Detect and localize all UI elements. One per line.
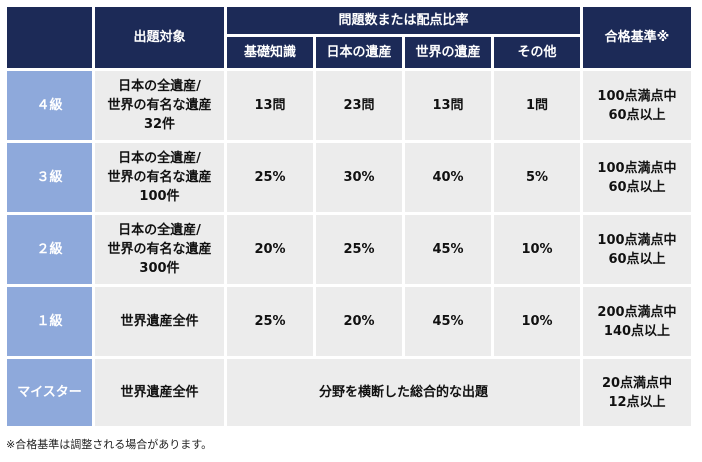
value-japan: 20% [316, 287, 402, 356]
target-cell: 日本の全遺産/ 世界の有名な遺産 32件 [95, 71, 224, 140]
level-label: ３級 [7, 143, 92, 212]
level-label: ４級 [7, 71, 92, 140]
pass-line: 140点以上 [603, 323, 671, 339]
value-other: 10% [494, 287, 580, 356]
header-ratio: 問題数または配点比率 [227, 7, 580, 34]
header-row-top: 出題対象 問題数または配点比率 合格基準※ [7, 7, 691, 68]
value-basic: 25% [227, 287, 313, 356]
target-line: 300件 [139, 261, 180, 276]
pass-cell: 200点満点中 140点以上 [583, 287, 691, 356]
pass-line: 100点満点中 [597, 88, 677, 104]
target-line: 日本の全遺産/ [118, 151, 201, 166]
value-world: 40% [405, 143, 491, 212]
header-world-heritage: 世界の遺産 [405, 37, 491, 68]
pass-line: 200点満点中 [597, 304, 677, 320]
value-world: 45% [405, 287, 491, 356]
pass-line: 20点満点中 [601, 375, 673, 391]
target-line: 日本の全遺産/ [118, 79, 201, 94]
value-japan: 25% [316, 215, 402, 284]
pass-line: 60点以上 [608, 179, 666, 195]
header-other: その他 [494, 37, 580, 68]
table-row: ２級 日本の全遺産/ 世界の有名な遺産 300件 20% 25% 45% 10%… [7, 215, 691, 284]
target-line: 32件 [143, 117, 176, 132]
value-basic: 20% [227, 215, 313, 284]
table-row: ３級 日本の全遺産/ 世界の有名な遺産 100件 25% 30% 40% 5% … [7, 143, 691, 212]
meister-description: 分野を横断した総合的な出題 [227, 359, 580, 426]
value-japan: 30% [316, 143, 402, 212]
value-basic: 13問 [227, 71, 313, 140]
level-label: １級 [7, 287, 92, 356]
pass-cell: 20点満点中 12点以上 [583, 359, 691, 426]
value-world: 45% [405, 215, 491, 284]
header-japan-heritage: 日本の遺産 [316, 37, 402, 68]
pass-cell: 100点満点中 60点以上 [583, 215, 691, 284]
header-pass: 合格基準※ [583, 7, 691, 68]
target-line: 世界の有名な遺産 [107, 242, 212, 257]
level-label: マイスター [7, 359, 92, 426]
table-row: ４級 日本の全遺産/ 世界の有名な遺産 32件 13問 23問 13問 1問 1… [7, 71, 691, 140]
value-japan: 23問 [316, 71, 402, 140]
value-world: 13問 [405, 71, 491, 140]
pass-line: 60点以上 [608, 107, 666, 123]
table-row: １級 世界遺産全件 25% 20% 45% 10% 200点満点中 140点以上 [7, 287, 691, 356]
target-cell: 世界遺産全件 [95, 359, 224, 426]
value-basic: 25% [227, 143, 313, 212]
value-other: 10% [494, 215, 580, 284]
header-basic: 基礎知識 [227, 37, 313, 68]
target-line: 世界の有名な遺産 [107, 170, 212, 185]
target-cell: 日本の全遺産/ 世界の有名な遺産 300件 [95, 215, 224, 284]
target-line: 日本の全遺産/ [118, 223, 201, 238]
target-cell: 日本の全遺産/ 世界の有名な遺産 100件 [95, 143, 224, 212]
table-row: マイスター 世界遺産全件 分野を横断した総合的な出題 20点満点中 12点以上 [7, 359, 691, 426]
pass-line: 100点満点中 [597, 160, 677, 176]
value-other: 1問 [494, 71, 580, 140]
target-line: 100件 [139, 189, 180, 204]
exam-criteria-table: 出題対象 問題数または配点比率 合格基準※ 基礎知識 日本の遺産 世界の遺産 そ… [4, 4, 694, 429]
pass-line: 12点以上 [608, 394, 666, 410]
header-row-sub: 基礎知識 日本の遺産 世界の遺産 その他 [7, 37, 691, 68]
pass-line: 60点以上 [608, 251, 666, 267]
value-other: 5% [494, 143, 580, 212]
target-cell: 世界遺産全件 [95, 287, 224, 356]
pass-line: 100点満点中 [597, 232, 677, 248]
footnote: ※合格基準は調整される場合があります。 [6, 438, 213, 451]
pass-cell: 100点満点中 60点以上 [583, 71, 691, 140]
target-line: 世界の有名な遺産 [107, 98, 212, 113]
header-corner [7, 7, 92, 68]
pass-cell: 100点満点中 60点以上 [583, 143, 691, 212]
header-target: 出題対象 [95, 7, 224, 68]
level-label: ２級 [7, 215, 92, 284]
